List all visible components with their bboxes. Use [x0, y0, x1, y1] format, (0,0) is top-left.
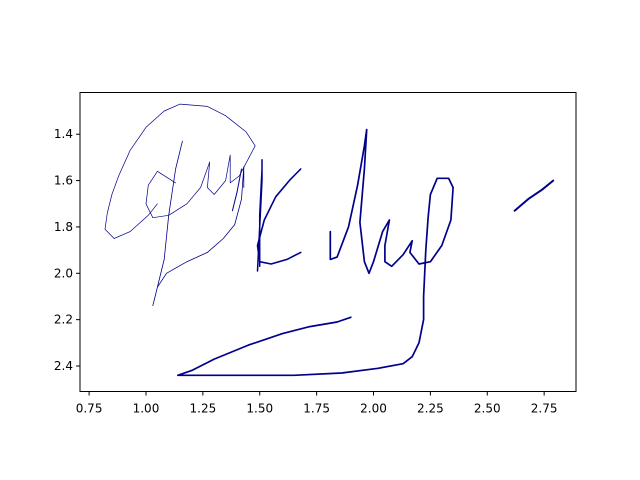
ink-stroke-3 — [231, 168, 242, 212]
y-tick-label: 1.4 — [54, 127, 73, 141]
y-tick-label: 2.0 — [54, 266, 73, 280]
plot-frame — [79, 92, 577, 392]
ink-stroke-5 — [256, 168, 302, 265]
ink-strokes — [104, 103, 555, 377]
x-tick-label: 2.25 — [417, 402, 444, 416]
x-tick-label: 1.25 — [190, 402, 217, 416]
y-axis: 1.4 1.6 1.8 2.0 2.2 2.4 — [54, 127, 80, 373]
ink-stroke-7 — [513, 179, 555, 212]
y-tick-label: 2.2 — [54, 313, 73, 327]
ink-stroke-4 — [256, 158, 263, 272]
x-tick-label: 2.75 — [531, 402, 558, 416]
x-tick-label: 0.75 — [76, 402, 103, 416]
ink-stroke-6 — [176, 128, 454, 377]
y-tick-label: 2.4 — [54, 359, 73, 373]
x-tick-label: 2.00 — [360, 402, 387, 416]
y-tick-label: 1.6 — [54, 174, 73, 188]
ink-stroke-2 — [152, 140, 245, 307]
ink-stroke-1 — [104, 103, 256, 239]
x-tick-label: 1.75 — [303, 402, 330, 416]
x-axis: 0.75 1.00 1.25 1.50 1.75 2.00 2.25 2.50 2.75 — [76, 391, 558, 416]
x-tick-label: 2.50 — [474, 402, 501, 416]
x-tick-label: 1.50 — [246, 402, 273, 416]
y-tick-label: 1.8 — [54, 220, 73, 234]
x-tick-label: 1.00 — [133, 402, 160, 416]
